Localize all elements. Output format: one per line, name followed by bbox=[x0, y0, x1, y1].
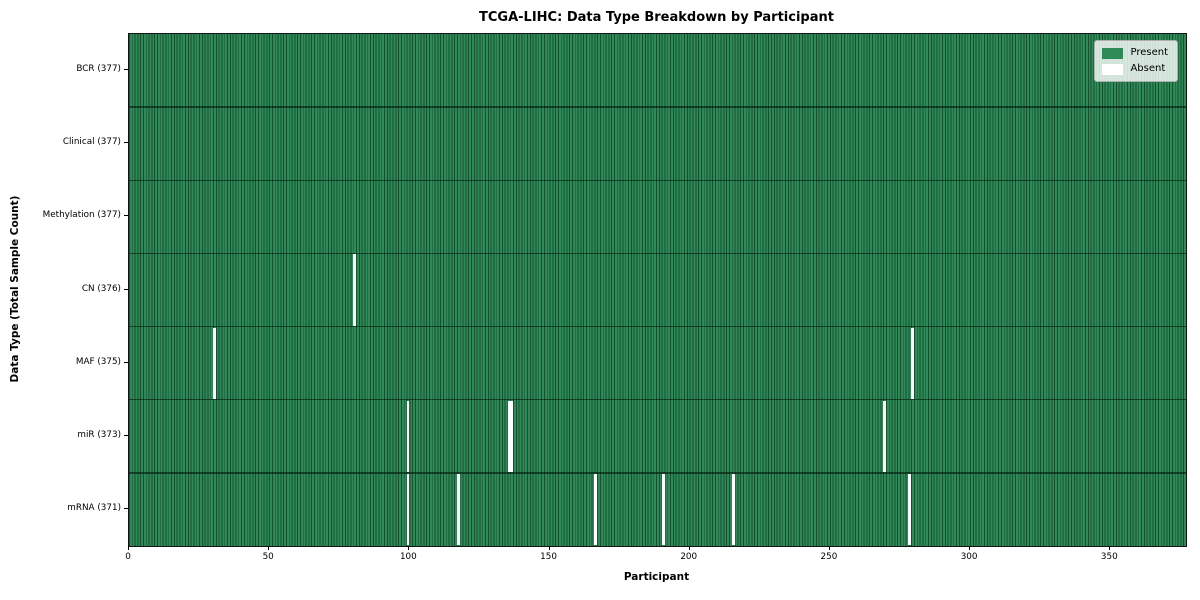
absent-mark-MAF-279 bbox=[911, 327, 915, 399]
absent-mark-mRNA-99 bbox=[406, 473, 410, 545]
absent-mark-miR-269 bbox=[883, 400, 886, 472]
ytick-label-CN: CN (376) bbox=[81, 283, 121, 294]
xtick-label-0: 0 bbox=[125, 552, 131, 562]
xtick-label-250: 250 bbox=[820, 552, 838, 562]
legend-swatch-absent bbox=[1102, 63, 1124, 75]
xtick-mark bbox=[408, 546, 410, 551]
absent-mark-mRNA-117 bbox=[457, 473, 460, 545]
ytick-label-Clinical: Clinical (377) bbox=[62, 137, 121, 148]
xtick-mark bbox=[969, 546, 971, 551]
xtick-mark bbox=[128, 546, 129, 551]
xtick-label-50: 50 bbox=[262, 552, 274, 562]
absent-mark-mRNA-166 bbox=[594, 473, 598, 545]
legend-swatch-present bbox=[1102, 47, 1124, 59]
ytick-mark bbox=[124, 434, 128, 436]
row-separator bbox=[129, 472, 1186, 474]
row-separator bbox=[129, 106, 1186, 108]
xtick-mark bbox=[828, 546, 830, 551]
legend: Present Absent bbox=[1094, 40, 1178, 82]
absent-mark-miR-99 bbox=[406, 400, 410, 472]
row-separator bbox=[129, 398, 1186, 401]
absent-mark-MAF-30 bbox=[213, 327, 216, 399]
xtick-label-300: 300 bbox=[960, 552, 978, 562]
row-separator bbox=[129, 325, 1186, 328]
ytick-mark bbox=[124, 507, 128, 509]
xtick-mark bbox=[548, 546, 550, 551]
ytick-mark bbox=[124, 69, 128, 71]
absent-mark-mRNA-190 bbox=[661, 473, 665, 545]
ytick-mark bbox=[124, 142, 128, 144]
absent-mark-miR-136 bbox=[510, 400, 514, 472]
ytick-label-mRNA: mRNA (371) bbox=[67, 502, 121, 513]
legend-item-absent: Absent bbox=[1102, 63, 1168, 75]
ytick-mark bbox=[124, 288, 128, 290]
row-separator bbox=[129, 252, 1186, 255]
xtick-mark bbox=[688, 546, 690, 551]
plot-area: Present Absent bbox=[128, 33, 1187, 547]
xtick-label-350: 350 bbox=[1100, 552, 1118, 562]
legend-label-absent: Absent bbox=[1130, 63, 1166, 74]
ytick-label-miR: miR (373) bbox=[77, 429, 121, 440]
absent-mark-mRNA-278 bbox=[908, 473, 912, 545]
row-separator bbox=[129, 179, 1186, 182]
legend-label-present: Present bbox=[1130, 47, 1168, 58]
xtick-label-200: 200 bbox=[680, 552, 698, 562]
absent-mark-miR-135 bbox=[507, 400, 511, 472]
absent-mark-CN-80 bbox=[353, 254, 357, 326]
chart-title: TCGA-LIHC: Data Type Breakdown by Partic… bbox=[479, 10, 834, 25]
xtick-label-150: 150 bbox=[540, 552, 557, 562]
xtick-mark bbox=[268, 546, 270, 551]
x-axis-label: Participant bbox=[623, 571, 690, 583]
ytick-label-MAF: MAF (375) bbox=[75, 356, 121, 367]
ytick-label-Methylation: Methylation (377) bbox=[42, 210, 121, 221]
ytick-mark bbox=[124, 361, 128, 363]
xtick-label-100: 100 bbox=[399, 552, 417, 562]
ytick-label-BCR: BCR (377) bbox=[76, 64, 121, 75]
xtick-mark bbox=[1109, 546, 1111, 551]
ytick-mark bbox=[124, 215, 128, 217]
legend-item-present: Present bbox=[1102, 47, 1168, 59]
absent-mark-mRNA-215 bbox=[731, 473, 735, 545]
